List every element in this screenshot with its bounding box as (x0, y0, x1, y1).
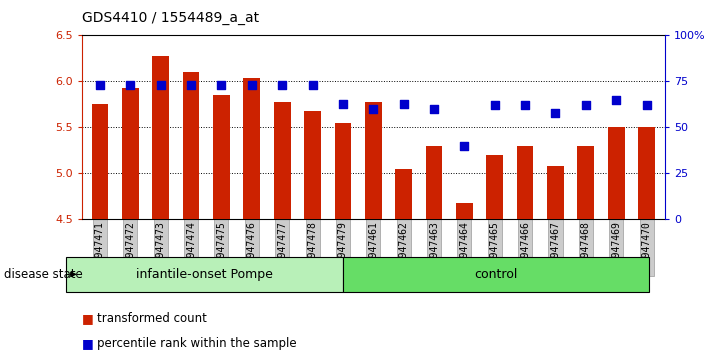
Point (550, 110, 561, 115)
Point (277, 82, 288, 88)
Point (95, 82, 106, 88)
Bar (547, 166, 564, 219)
Point (398, 101, 410, 106)
Bar (183, 72, 199, 219)
Point (337, 101, 348, 106)
Text: infantile-onset Pompe: infantile-onset Pompe (136, 268, 273, 281)
Text: control: control (474, 268, 518, 281)
Point (611, 97, 622, 103)
Point (124, 82, 136, 88)
Bar (577, 146, 594, 219)
Bar (486, 155, 503, 219)
Bar (365, 102, 382, 219)
Point (186, 82, 197, 88)
Point (641, 103, 652, 108)
Point (520, 103, 531, 108)
Point (246, 82, 257, 88)
Text: ■: ■ (82, 337, 94, 350)
Bar (213, 95, 230, 219)
Bar (152, 56, 169, 219)
Point (580, 103, 592, 108)
Bar (92, 104, 108, 219)
Bar (456, 203, 473, 219)
Point (368, 106, 379, 112)
Point (489, 103, 501, 108)
Bar (304, 111, 321, 219)
Point (155, 82, 166, 88)
Bar (274, 102, 291, 219)
Text: transformed count: transformed count (97, 312, 208, 325)
Bar (608, 127, 624, 219)
Bar (335, 123, 351, 219)
Point (428, 106, 439, 112)
Bar (517, 146, 533, 219)
Bar (243, 78, 260, 219)
Point (215, 82, 227, 88)
Bar (638, 127, 655, 219)
Text: disease state: disease state (4, 268, 82, 281)
Bar (122, 88, 139, 219)
Bar (395, 169, 412, 219)
Point (307, 82, 319, 88)
Text: percentile rank within the sample: percentile rank within the sample (97, 337, 297, 350)
Text: GDS4410 / 1554489_a_at: GDS4410 / 1554489_a_at (82, 11, 259, 25)
Point (459, 143, 470, 149)
Text: ■: ■ (82, 312, 94, 325)
Bar (426, 146, 442, 219)
